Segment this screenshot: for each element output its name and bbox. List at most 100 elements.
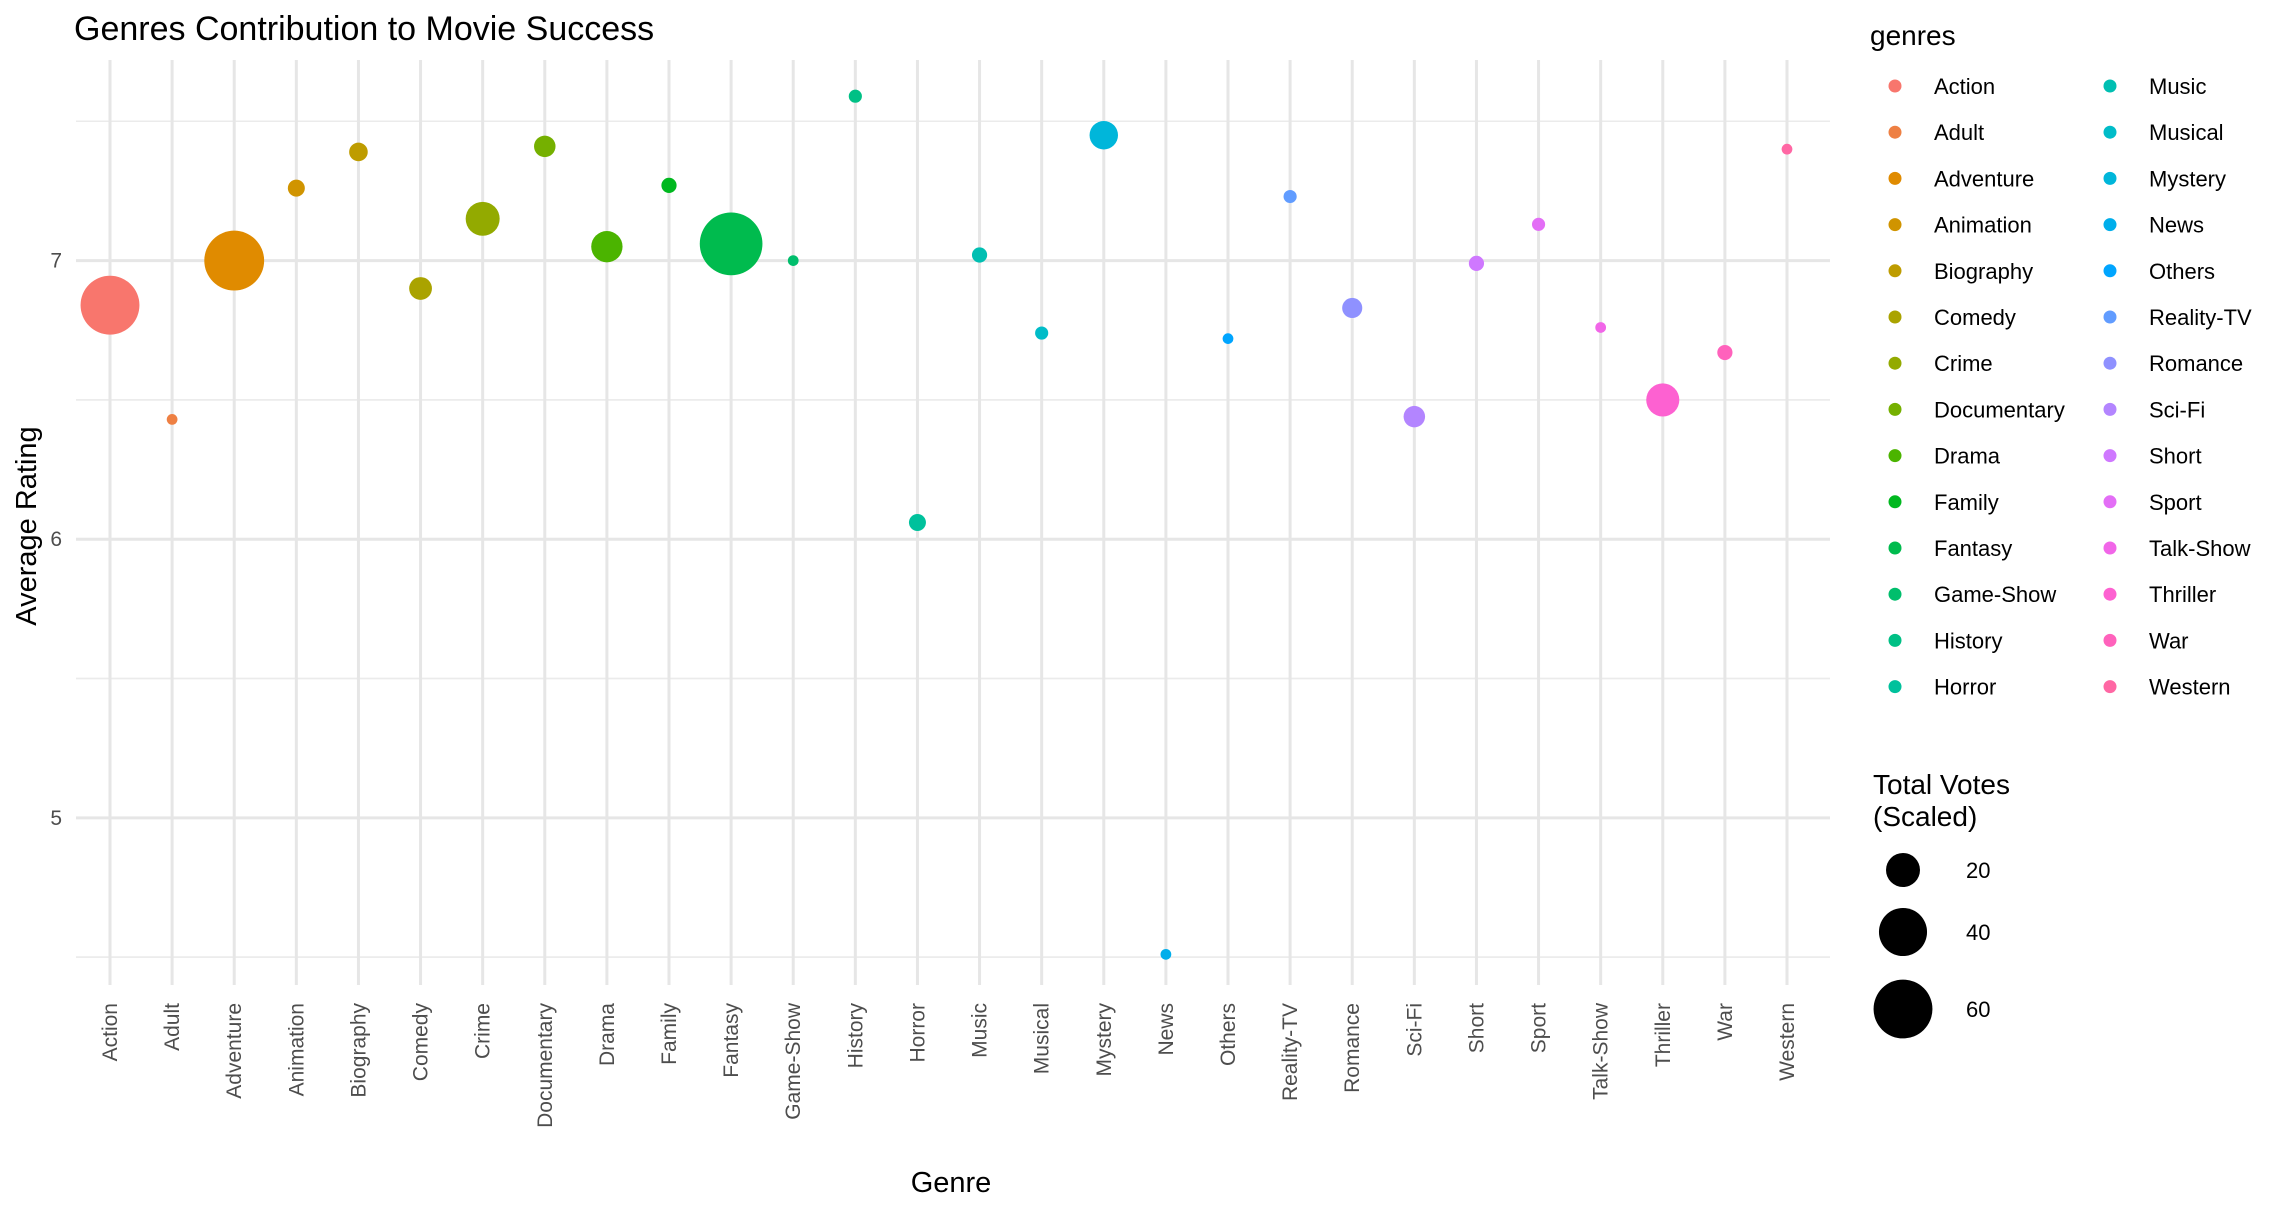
x-tick-label: Adventure [223, 1003, 246, 1099]
legend-label: War [2149, 628, 2189, 653]
legend-key-musical [2103, 125, 2117, 139]
x-tick-label: Family [658, 1003, 681, 1065]
legend-label: Game-Show [1934, 582, 2056, 607]
point-action [80, 275, 140, 335]
legend-label: History [1934, 628, 2002, 653]
legend-key-animation [1888, 218, 1902, 232]
legend-label: Short [2149, 444, 2202, 469]
point-family [661, 177, 677, 193]
legend-key-family [1888, 495, 1902, 509]
legend-label: Talk-Show [2149, 536, 2251, 561]
point-biography [349, 142, 368, 162]
point-animation [287, 179, 305, 197]
legend-label: Reality-TV [2149, 305, 2252, 330]
y-tick-label: 7 [50, 250, 62, 273]
point-game-show [787, 255, 799, 266]
point-sport [1531, 217, 1546, 231]
x-tick-label: War [1714, 1003, 1737, 1041]
data-points [80, 89, 1793, 960]
x-tick-label: Horror [906, 1003, 929, 1063]
x-tick-label: Sci-Fi [1403, 1003, 1426, 1057]
legend-key-fantasy [1888, 541, 1902, 555]
legend-key-reality-tv [2103, 310, 2117, 324]
legend-label: Sport [2149, 490, 2202, 515]
legend-label: Adventure [1934, 166, 2034, 191]
legend-label: Biography [1934, 259, 2033, 284]
point-musical [1035, 326, 1049, 340]
point-mystery [1089, 121, 1118, 150]
x-tick-label: Musical [1031, 1003, 1054, 1074]
point-reality-tv [1283, 189, 1297, 204]
legend-key-western [2103, 680, 2117, 694]
legend-key-adventure [1888, 171, 1902, 185]
legend-label: Mystery [2149, 166, 2226, 191]
size-legend-label: 40 [1966, 920, 1990, 945]
legend-label: Crime [1934, 351, 1993, 376]
y-tick-label: 5 [50, 807, 62, 830]
size-legend: Total Votes (Scaled) 20 40 60 [1873, 769, 2010, 1039]
legend-key-game-show [1888, 587, 1902, 601]
size-legend-label: 20 [1966, 858, 1990, 883]
point-music [971, 247, 988, 263]
point-talk-show [1595, 322, 1607, 333]
color-legend-title: genres [1870, 20, 1956, 51]
color-legend: genres Action Adult Adventure Animation Biog… [1870, 20, 2252, 700]
point-comedy [409, 277, 432, 300]
x-tick-label: Thriller [1652, 1003, 1675, 1067]
size-legend-key [1886, 853, 1920, 887]
legend-key-others [2103, 264, 2117, 278]
legend-label: Adult [1934, 120, 1984, 145]
size-legend-key [1878, 907, 1928, 957]
x-tick-label: Adult [161, 1003, 184, 1051]
legend-label: Western [2149, 675, 2231, 700]
legend-key-talk-show [2103, 541, 2117, 555]
legend-key-short [2103, 449, 2117, 463]
point-thriller [1646, 383, 1680, 417]
point-war [1717, 344, 1733, 361]
legend-label: Action [1934, 74, 1995, 99]
point-adult [166, 414, 178, 425]
y-tick-label: 6 [50, 528, 62, 551]
grid-major [76, 60, 1830, 985]
size-legend-title-line-1: Total Votes [1873, 769, 2010, 800]
point-drama [591, 231, 623, 263]
x-tick-label: Game-Show [782, 1002, 805, 1120]
point-horror [908, 514, 926, 531]
x-tick-label: Reality-TV [1279, 1003, 1302, 1101]
x-axis-title: Genre [911, 1167, 992, 1199]
x-tick-label: Drama [596, 1003, 619, 1066]
size-legend-key [1873, 979, 1933, 1039]
legend-key-mystery [2103, 171, 2117, 185]
legend-label: Sci-Fi [2149, 397, 2205, 422]
x-tick-label: Western [1776, 1003, 1799, 1081]
legend-key-crime [1888, 356, 1902, 370]
point-fantasy [699, 212, 763, 276]
legend-key-drama [1888, 449, 1902, 463]
point-adventure [204, 230, 265, 291]
x-tick-label: Comedy [410, 1003, 433, 1082]
point-history [848, 89, 862, 103]
x-tick-label: Biography [347, 1003, 370, 1098]
legend-label: Music [2149, 74, 2206, 99]
chart-title: Genres Contribution to Movie Success [74, 10, 654, 48]
x-tick-label: Music [969, 1003, 992, 1058]
legend-key-documentary [1888, 402, 1902, 416]
y-axis-title: Average Rating [11, 426, 43, 625]
legend-label: Horror [1934, 675, 1996, 700]
legend-key-biography [1888, 264, 1902, 278]
legend-label: Thriller [2149, 582, 2216, 607]
legend-label: Family [1934, 490, 1999, 515]
x-tick-label: Others [1217, 1003, 1240, 1066]
legend-key-sport [2103, 495, 2117, 509]
point-western [1781, 143, 1793, 155]
legend-label: Comedy [1934, 305, 2016, 330]
legend-label: Documentary [1934, 397, 2065, 422]
x-tick-label: Fantasy [720, 1003, 743, 1078]
point-sci-fi [1403, 405, 1426, 428]
legend-key-action [1888, 79, 1902, 93]
point-news [1160, 948, 1172, 960]
x-tick-label: Action [99, 1003, 122, 1061]
x-tick-label: Talk-Show [1590, 1002, 1613, 1100]
x-tick-label: Mystery [1093, 1003, 1116, 1077]
